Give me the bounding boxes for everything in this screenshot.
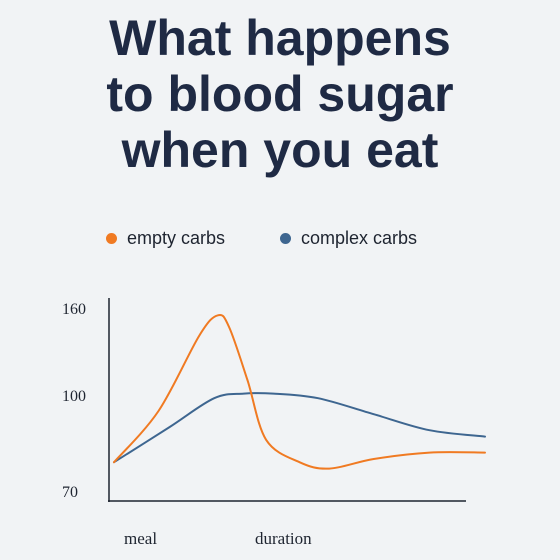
legend: empty carbs complex carbs: [0, 228, 560, 254]
series-line-complex-carbs: [113, 392, 486, 464]
legend-item-empty-carbs: empty carbs: [106, 228, 225, 249]
x-tick-label-meal: meal: [124, 529, 157, 548]
series-line-empty-carbs: [113, 313, 486, 470]
x-tick-labels: meal duration: [124, 529, 312, 548]
page-title: What happens to blood sugar when you eat: [0, 10, 560, 178]
legend-marker-complex-carbs: [280, 233, 291, 244]
title-line-1: What happens: [109, 10, 451, 66]
y-tick-label-160: 160: [62, 301, 86, 318]
legend-marker-empty-carbs: [106, 233, 117, 244]
legend-item-complex-carbs: complex carbs: [280, 228, 417, 249]
y-tick-label-70: 70: [62, 484, 78, 501]
y-tick-labels: 70 100 160: [62, 301, 86, 501]
title-line-2: to blood sugar: [106, 66, 454, 122]
y-tick-label-100: 100: [62, 388, 86, 405]
legend-label-empty-carbs: empty carbs: [127, 228, 226, 248]
x-tick-label-duration: duration: [255, 529, 312, 548]
series-lines: [113, 313, 486, 470]
title-line-3: when you eat: [121, 122, 439, 178]
legend-label-complex-carbs: complex carbs: [301, 228, 418, 248]
